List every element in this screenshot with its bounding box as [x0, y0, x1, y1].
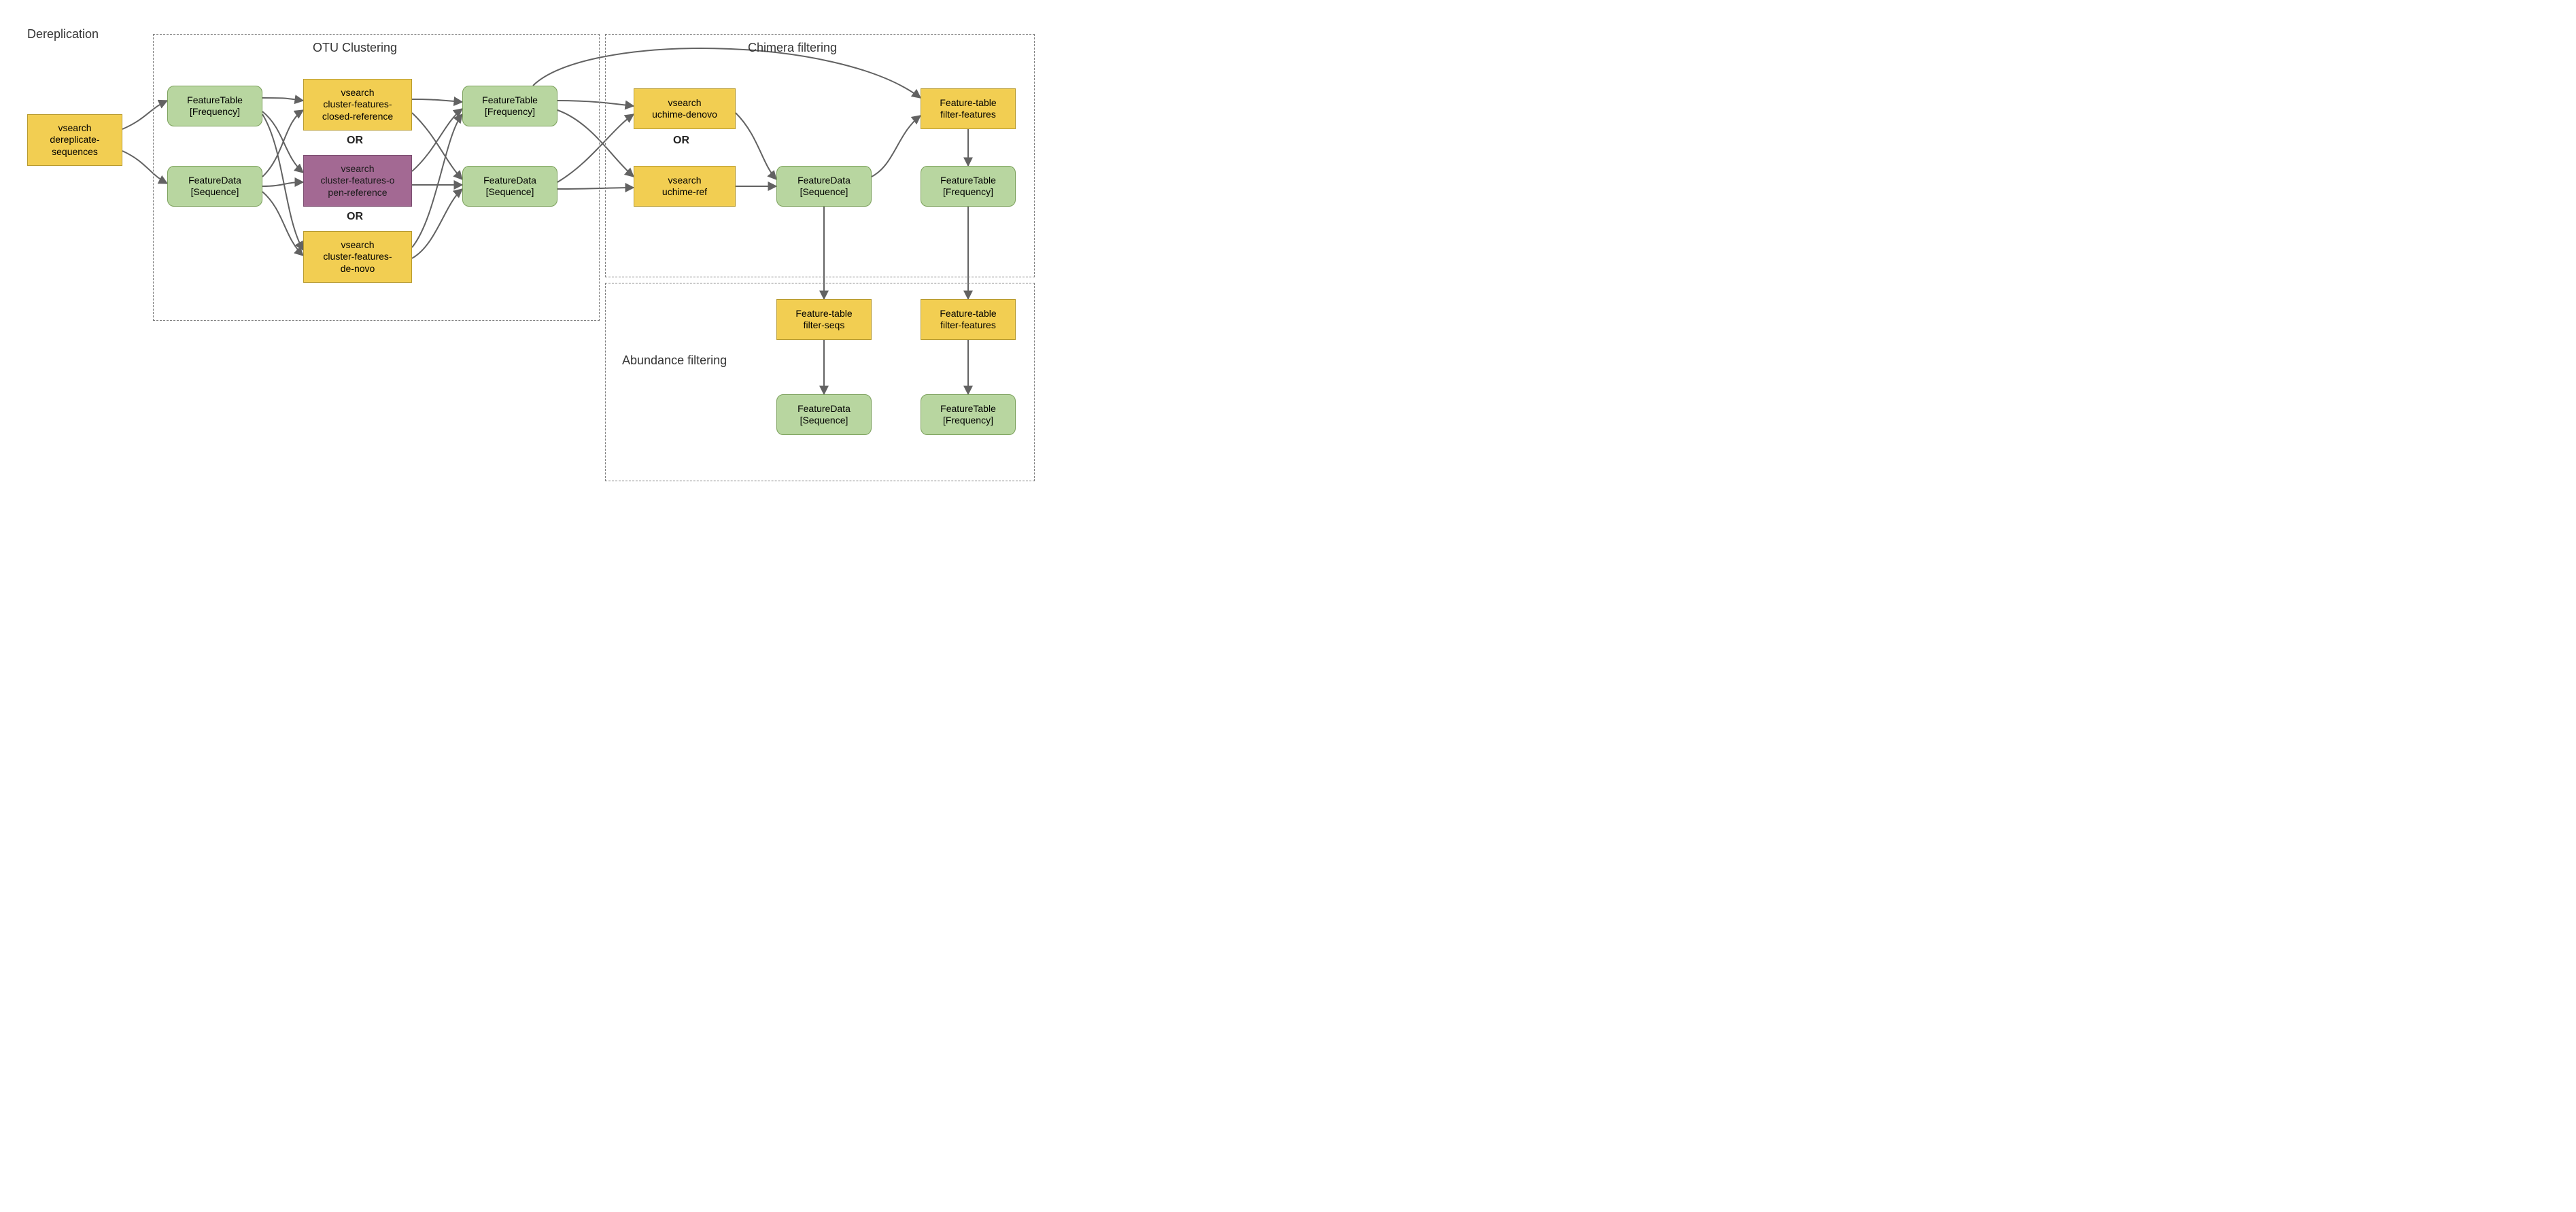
node-label: FeatureTable[Frequency]	[482, 94, 538, 118]
node-label: FeatureData[Sequence]	[797, 175, 851, 198]
node-cluster-features-open-reference: vsearchcluster-features-open-reference	[303, 155, 412, 207]
group-title-dereplication: Dereplication	[27, 27, 99, 41]
node-label: Feature-tablefilter-features	[940, 97, 996, 121]
node-label: FeatureTable[Frequency]	[940, 175, 996, 198]
node-featuredata-sequence-2: FeatureData[Sequence]	[462, 166, 557, 207]
node-filter-seqs: Feature-tablefilter-seqs	[776, 299, 872, 340]
node-uchime-ref: vsearchuchime-ref	[634, 166, 736, 207]
node-featuredata-sequence-3: FeatureData[Sequence]	[776, 166, 872, 207]
node-featuredata-sequence-1: FeatureData[Sequence]	[167, 166, 262, 207]
node-label: vsearchcluster-features-de-novo	[323, 239, 392, 275]
node-vsearch-dereplicate-sequences: vsearchdereplicate-sequences	[27, 114, 122, 166]
node-label: vsearchuchime-denovo	[652, 97, 717, 121]
group-chimera-filtering	[605, 34, 1035, 277]
group-title-chimera-filtering: Chimera filtering	[748, 41, 837, 55]
node-label: vsearchuchime-ref	[662, 175, 707, 198]
node-featuretable-frequency-3: FeatureTable[Frequency]	[921, 166, 1016, 207]
group-title-abundance-filtering: Abundance filtering	[622, 353, 727, 368]
node-label: FeatureData[Sequence]	[188, 175, 241, 198]
node-label: vsearchcluster-features-closed-reference	[322, 87, 393, 123]
node-cluster-features-closed-reference: vsearchcluster-features-closed-reference	[303, 79, 412, 131]
node-featuretable-frequency-2: FeatureTable[Frequency]	[462, 86, 557, 126]
node-filter-features-1: Feature-tablefilter-features	[921, 88, 1016, 129]
node-label: FeatureData[Sequence]	[483, 175, 536, 198]
node-filter-features-2: Feature-tablefilter-features	[921, 299, 1016, 340]
node-label: Feature-tablefilter-features	[940, 308, 996, 332]
or-label: OR	[347, 135, 363, 147]
group-title-otu-clustering: OTU Clustering	[313, 41, 397, 55]
node-label: FeatureData[Sequence]	[797, 403, 851, 427]
node-label: vsearchcluster-features-open-reference	[321, 163, 395, 199]
node-label: Feature-tablefilter-seqs	[795, 308, 852, 332]
node-featuretable-frequency-4: FeatureTable[Frequency]	[921, 394, 1016, 435]
node-featuredata-sequence-4: FeatureData[Sequence]	[776, 394, 872, 435]
or-label: OR	[347, 211, 363, 223]
node-featuretable-frequency-1: FeatureTable[Frequency]	[167, 86, 262, 126]
or-label: OR	[673, 135, 689, 147]
node-label: FeatureTable[Frequency]	[187, 94, 243, 118]
node-label: FeatureTable[Frequency]	[940, 403, 996, 427]
node-label: vsearchdereplicate-sequences	[50, 122, 99, 158]
node-cluster-features-de-novo: vsearchcluster-features-de-novo	[303, 231, 412, 283]
node-uchime-denovo: vsearchuchime-denovo	[634, 88, 736, 129]
